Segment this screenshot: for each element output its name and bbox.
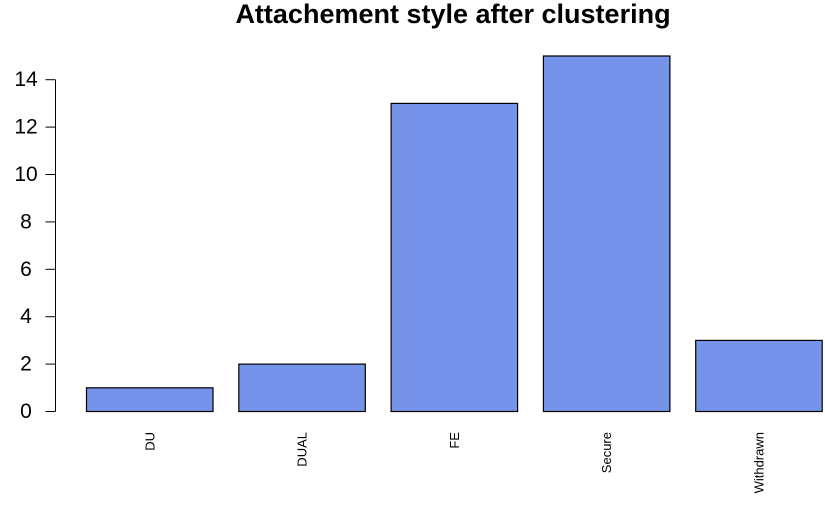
bars bbox=[85, 55, 823, 413]
y-axis: 0 2 4 6 8 10 12 14 bbox=[14, 68, 56, 423]
x-category-label: DU bbox=[142, 432, 157, 451]
y-tick-label: 6 bbox=[20, 258, 32, 281]
y-tick-label: 0 bbox=[20, 400, 32, 423]
y-tick-label: 2 bbox=[20, 353, 32, 376]
bar-secure bbox=[542, 55, 671, 413]
x-category-label: FE bbox=[447, 432, 462, 449]
bar-du bbox=[85, 387, 214, 413]
y-tick-label: 4 bbox=[20, 305, 32, 328]
y-tick-label: 10 bbox=[14, 163, 37, 186]
y-tick-label: 14 bbox=[14, 68, 38, 91]
y-tick-label: 8 bbox=[20, 210, 32, 233]
x-category-label: Secure bbox=[599, 432, 614, 473]
bar-withdrawn bbox=[695, 339, 823, 413]
bar-dual bbox=[238, 363, 366, 413]
x-category-label: Withdrawn bbox=[751, 432, 766, 493]
y-tick-label: 12 bbox=[14, 116, 37, 139]
x-category-label: DUAL bbox=[295, 432, 310, 467]
chart-title: Attachement style after clustering bbox=[235, 0, 670, 29]
bar-fe bbox=[390, 102, 519, 413]
x-axis-labels: DU DUAL FE Secure Withdrawn bbox=[142, 432, 766, 494]
